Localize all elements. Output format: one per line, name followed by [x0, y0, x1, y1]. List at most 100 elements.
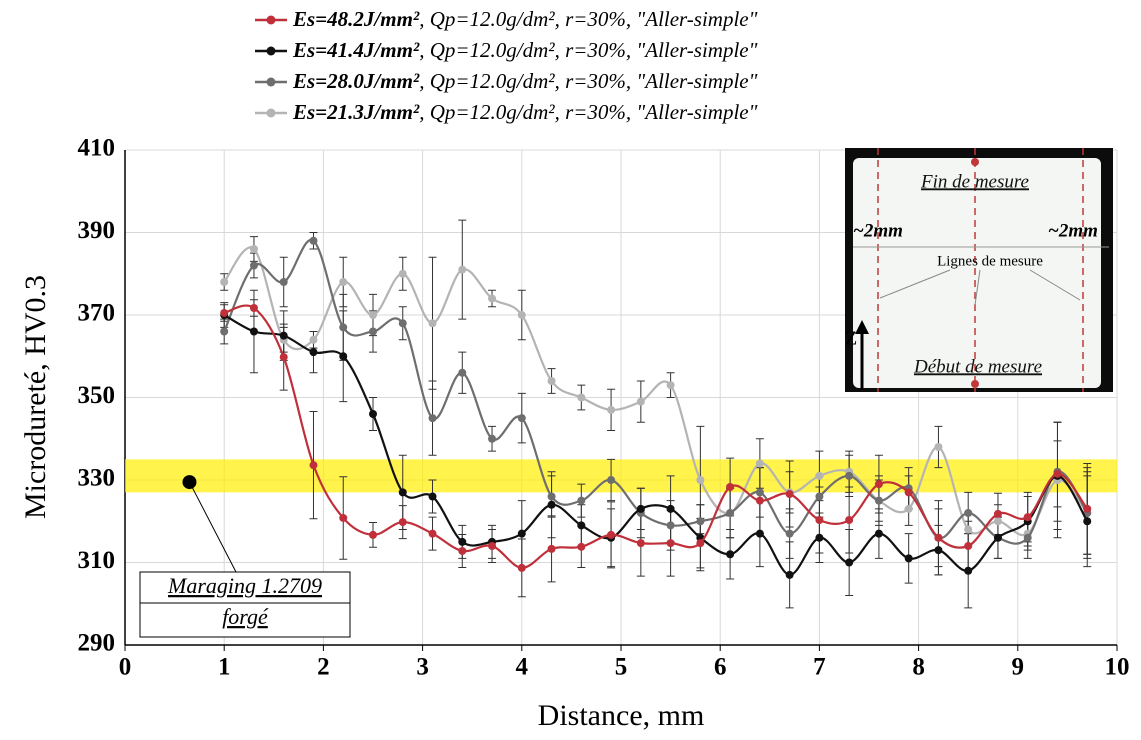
- data-point: [755, 529, 764, 538]
- data-point: [934, 546, 943, 555]
- x-tick-label: 2: [317, 654, 330, 681]
- legend-marker: [266, 108, 276, 118]
- data-point: [458, 537, 467, 546]
- data-point: [785, 570, 794, 579]
- inset-label: Fin de mesure: [920, 171, 1029, 192]
- data-point: [964, 542, 973, 550]
- x-tick-label: 9: [1012, 654, 1025, 681]
- data-point: [577, 496, 586, 505]
- inset-dot: [971, 158, 979, 166]
- data-point: [785, 529, 794, 538]
- data-point: [339, 513, 348, 522]
- data-point: [874, 529, 883, 538]
- inset-label: Z: [845, 328, 857, 350]
- x-tick-label: 3: [416, 654, 429, 681]
- data-point: [428, 319, 437, 328]
- reference-point: [182, 475, 197, 490]
- data-point: [874, 480, 883, 489]
- data-point: [815, 492, 824, 501]
- data-point: [577, 393, 586, 402]
- data-point: [517, 414, 526, 423]
- pointer-line: [974, 269, 981, 306]
- y-tick-label: 370: [78, 300, 116, 327]
- data-point: [755, 496, 764, 505]
- legend-label-part: Es=28.0J/mm²: [292, 69, 420, 93]
- data-point: [696, 517, 705, 526]
- data-point: [904, 554, 913, 563]
- data-point: [755, 459, 764, 468]
- inset-dot: [971, 380, 979, 388]
- data-point: [369, 327, 377, 336]
- data-point: [577, 542, 586, 551]
- pointer-line: [1029, 269, 1081, 301]
- data-point: [874, 496, 883, 505]
- series-line: [223, 246, 1089, 537]
- data-point: [785, 490, 794, 499]
- data-point: [666, 539, 675, 548]
- data-point: [904, 488, 913, 497]
- data-point: [1023, 533, 1032, 542]
- x-tick-label: 7: [813, 654, 826, 681]
- data-point: [428, 529, 437, 538]
- data-point: [309, 236, 318, 245]
- data-point: [488, 294, 497, 303]
- data-point: [577, 521, 586, 530]
- data-point: [726, 550, 735, 559]
- data-point: [993, 517, 1002, 526]
- data-point: [1053, 469, 1062, 478]
- legend-label-part: Es=48.2J/mm²: [292, 7, 420, 31]
- x-axis-label: Distance, mm: [538, 699, 705, 732]
- data-point: [964, 566, 973, 575]
- data-point: [309, 348, 318, 357]
- data-point: [398, 518, 407, 527]
- data-point: [369, 410, 377, 418]
- legend-marker: [266, 46, 276, 56]
- callout-box: [139, 571, 351, 638]
- data-point: [517, 311, 526, 319]
- data-point: [547, 492, 556, 501]
- x-tick-label: 1: [218, 654, 231, 681]
- data-point: [845, 516, 854, 525]
- legend-label-part: , Qp=12.0g/dm², r=30%, "Aller-simple": [419, 100, 757, 124]
- data-point: [696, 476, 705, 484]
- y-tick-label: 310: [78, 547, 116, 574]
- x-tick-label: 4: [516, 654, 529, 681]
- z-arrow-head: [855, 320, 869, 334]
- legend-label: Es=48.2J/mm², Qp=12.0g/dm², r=30%, "Alle…: [292, 7, 758, 31]
- y-tick-label: 350: [78, 382, 116, 409]
- data-point: [547, 377, 556, 385]
- data-point: [755, 488, 764, 497]
- data-point: [309, 335, 318, 344]
- data-point: [993, 533, 1002, 542]
- legend-label-part: , Qp=12.0g/dm², r=30%, "Aller-simple": [419, 7, 757, 31]
- data-point: [845, 471, 854, 480]
- legend-marker: [266, 77, 276, 87]
- inset-label: Lignes de mesure: [937, 253, 1043, 269]
- data-point: [815, 471, 824, 480]
- callout-line: [189, 481, 237, 573]
- data-point: [934, 443, 943, 451]
- data-point: [1083, 517, 1092, 526]
- data-point: [993, 509, 1002, 518]
- data-point: [279, 331, 288, 340]
- legend-label: Es=28.0J/mm², Qp=12.0g/dm², r=30%, "Alle…: [292, 69, 758, 93]
- y-tick-label: 290: [78, 630, 116, 657]
- data-point: [1083, 504, 1092, 513]
- data-point: [815, 533, 824, 542]
- data-point: [488, 434, 497, 443]
- x-tick-label: 6: [714, 654, 727, 681]
- data-point: [458, 546, 467, 555]
- data-point: [607, 530, 616, 539]
- x-tick-label: 0: [119, 654, 132, 681]
- y-tick-label: 390: [78, 217, 116, 244]
- data-point: [249, 327, 258, 336]
- data-point: [279, 278, 288, 286]
- legend-label-part: , Qp=12.0g/dm², r=30%, "Aller-simple": [419, 38, 757, 62]
- data-point: [1023, 513, 1032, 522]
- data-point: [904, 504, 913, 513]
- callout-label: forgé: [222, 604, 269, 629]
- data-point: [369, 311, 377, 319]
- data-point: [398, 269, 407, 278]
- data-point: [666, 504, 675, 513]
- x-tick-label: 10: [1105, 654, 1130, 681]
